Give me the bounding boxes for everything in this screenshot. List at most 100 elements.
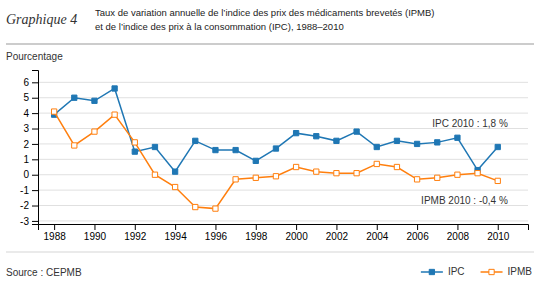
y-tick: 1 (23, 154, 38, 165)
y-axis: -3-2-10123456 (20, 71, 38, 227)
x-tick-mark (135, 224, 136, 230)
separator (6, 44, 534, 45)
point (152, 172, 157, 177)
y-tick-mark (32, 98, 38, 99)
point (112, 86, 117, 91)
y-tick-label: -2 (20, 200, 29, 211)
grid-line (38, 97, 528, 98)
x-tick: 1990 (84, 224, 107, 242)
point (273, 174, 278, 179)
x-tick: 1994 (164, 224, 187, 242)
x-tick-label: 2006 (406, 231, 429, 242)
x-tick: 1996 (205, 224, 228, 242)
y-tick: -2 (20, 200, 38, 211)
point (213, 147, 218, 152)
y-tick-mark (32, 144, 38, 145)
x-tick-mark (215, 224, 216, 230)
x-tick-mark (175, 224, 176, 230)
point (374, 144, 379, 149)
point (475, 171, 480, 176)
x-tick-mark (498, 224, 499, 230)
point (435, 175, 440, 180)
x-tick-mark (417, 224, 418, 230)
y-tick-label: 0 (23, 169, 29, 180)
point (273, 146, 278, 151)
y-tick-mark (32, 159, 38, 160)
y-tick-label: -1 (20, 185, 29, 196)
grid (38, 82, 528, 221)
point (193, 204, 198, 209)
y-tick: -3 (20, 216, 38, 227)
point (414, 177, 419, 182)
point (374, 161, 379, 166)
y-tick-label: 5 (23, 92, 29, 103)
legend-item: IPC (421, 266, 465, 277)
x-tick-label: 1998 (245, 231, 268, 242)
point (72, 95, 77, 100)
y-tick-mark (32, 113, 38, 114)
point (72, 143, 77, 148)
annotation: IPC 2010 : 1,8 % (432, 118, 508, 129)
x-tick: 1992 (124, 224, 147, 242)
subtitle: Taux de variation annuelle de l’indice d… (95, 7, 435, 18)
plot-area (51, 86, 500, 211)
y-tick-label: 6 (23, 77, 29, 88)
legend-swatch-marker (429, 269, 434, 274)
x-tick: 2002 (326, 224, 349, 242)
y-tick-mark (32, 82, 38, 83)
grid-line (38, 159, 528, 160)
point (394, 138, 399, 143)
x-tick-label: 1988 (44, 231, 67, 242)
point (233, 147, 238, 152)
y-tick-mark (32, 221, 38, 222)
point (253, 175, 258, 180)
point (293, 164, 298, 169)
x-tick-label: 2004 (366, 231, 389, 242)
legend-item: IPMB (481, 266, 533, 277)
point (354, 171, 359, 176)
y-tick: 5 (23, 92, 38, 103)
y-tick-label: 2 (23, 139, 29, 150)
x-tick-label: 2008 (447, 231, 470, 242)
point (455, 135, 460, 140)
point (414, 141, 419, 146)
x-tick: 2006 (406, 224, 429, 242)
x-axis: 1988 1990 1992 1994 1996 1998 2000 2002 2004 2006… (39, 224, 529, 242)
point (253, 158, 258, 163)
y-tick-label: 1 (23, 154, 29, 165)
title: Graphique 4 (6, 12, 77, 27)
x-tick-mark (296, 224, 297, 230)
point (132, 149, 137, 154)
point (92, 129, 97, 134)
x-tick-label: 2010 (487, 231, 510, 242)
x-tick-mark (457, 224, 458, 230)
x-tick-mark (54, 224, 55, 230)
y-tick-label: 3 (23, 123, 29, 134)
x-tick: 2004 (366, 224, 389, 242)
point (293, 130, 298, 135)
x-tick-mark (336, 224, 337, 230)
y-tick-label: -3 (20, 216, 29, 227)
point (455, 172, 460, 177)
point (394, 164, 399, 169)
x-axis-line (39, 225, 529, 231)
x-tick: 2000 (285, 224, 308, 242)
x-tick-mark (256, 224, 257, 230)
x-tick-label: 1994 (164, 231, 187, 242)
x-tick-label: 1992 (124, 231, 147, 242)
y-tick: 3 (23, 123, 38, 134)
series-line (54, 88, 498, 171)
x-tick-label: 2000 (285, 231, 308, 242)
y-tick-mark (32, 190, 38, 191)
point (112, 112, 117, 117)
x-tick: 2008 (447, 224, 470, 242)
legend-label: IPC (448, 266, 465, 277)
legend: IPMB IPC (421, 266, 532, 277)
y-axis-title: Pourcentage (6, 51, 63, 62)
point (51, 109, 56, 114)
y-tick-mark (32, 175, 38, 176)
y-tick-mark (32, 129, 38, 130)
x-tick-label: 1990 (84, 231, 107, 242)
point (354, 129, 359, 134)
point (314, 134, 319, 139)
